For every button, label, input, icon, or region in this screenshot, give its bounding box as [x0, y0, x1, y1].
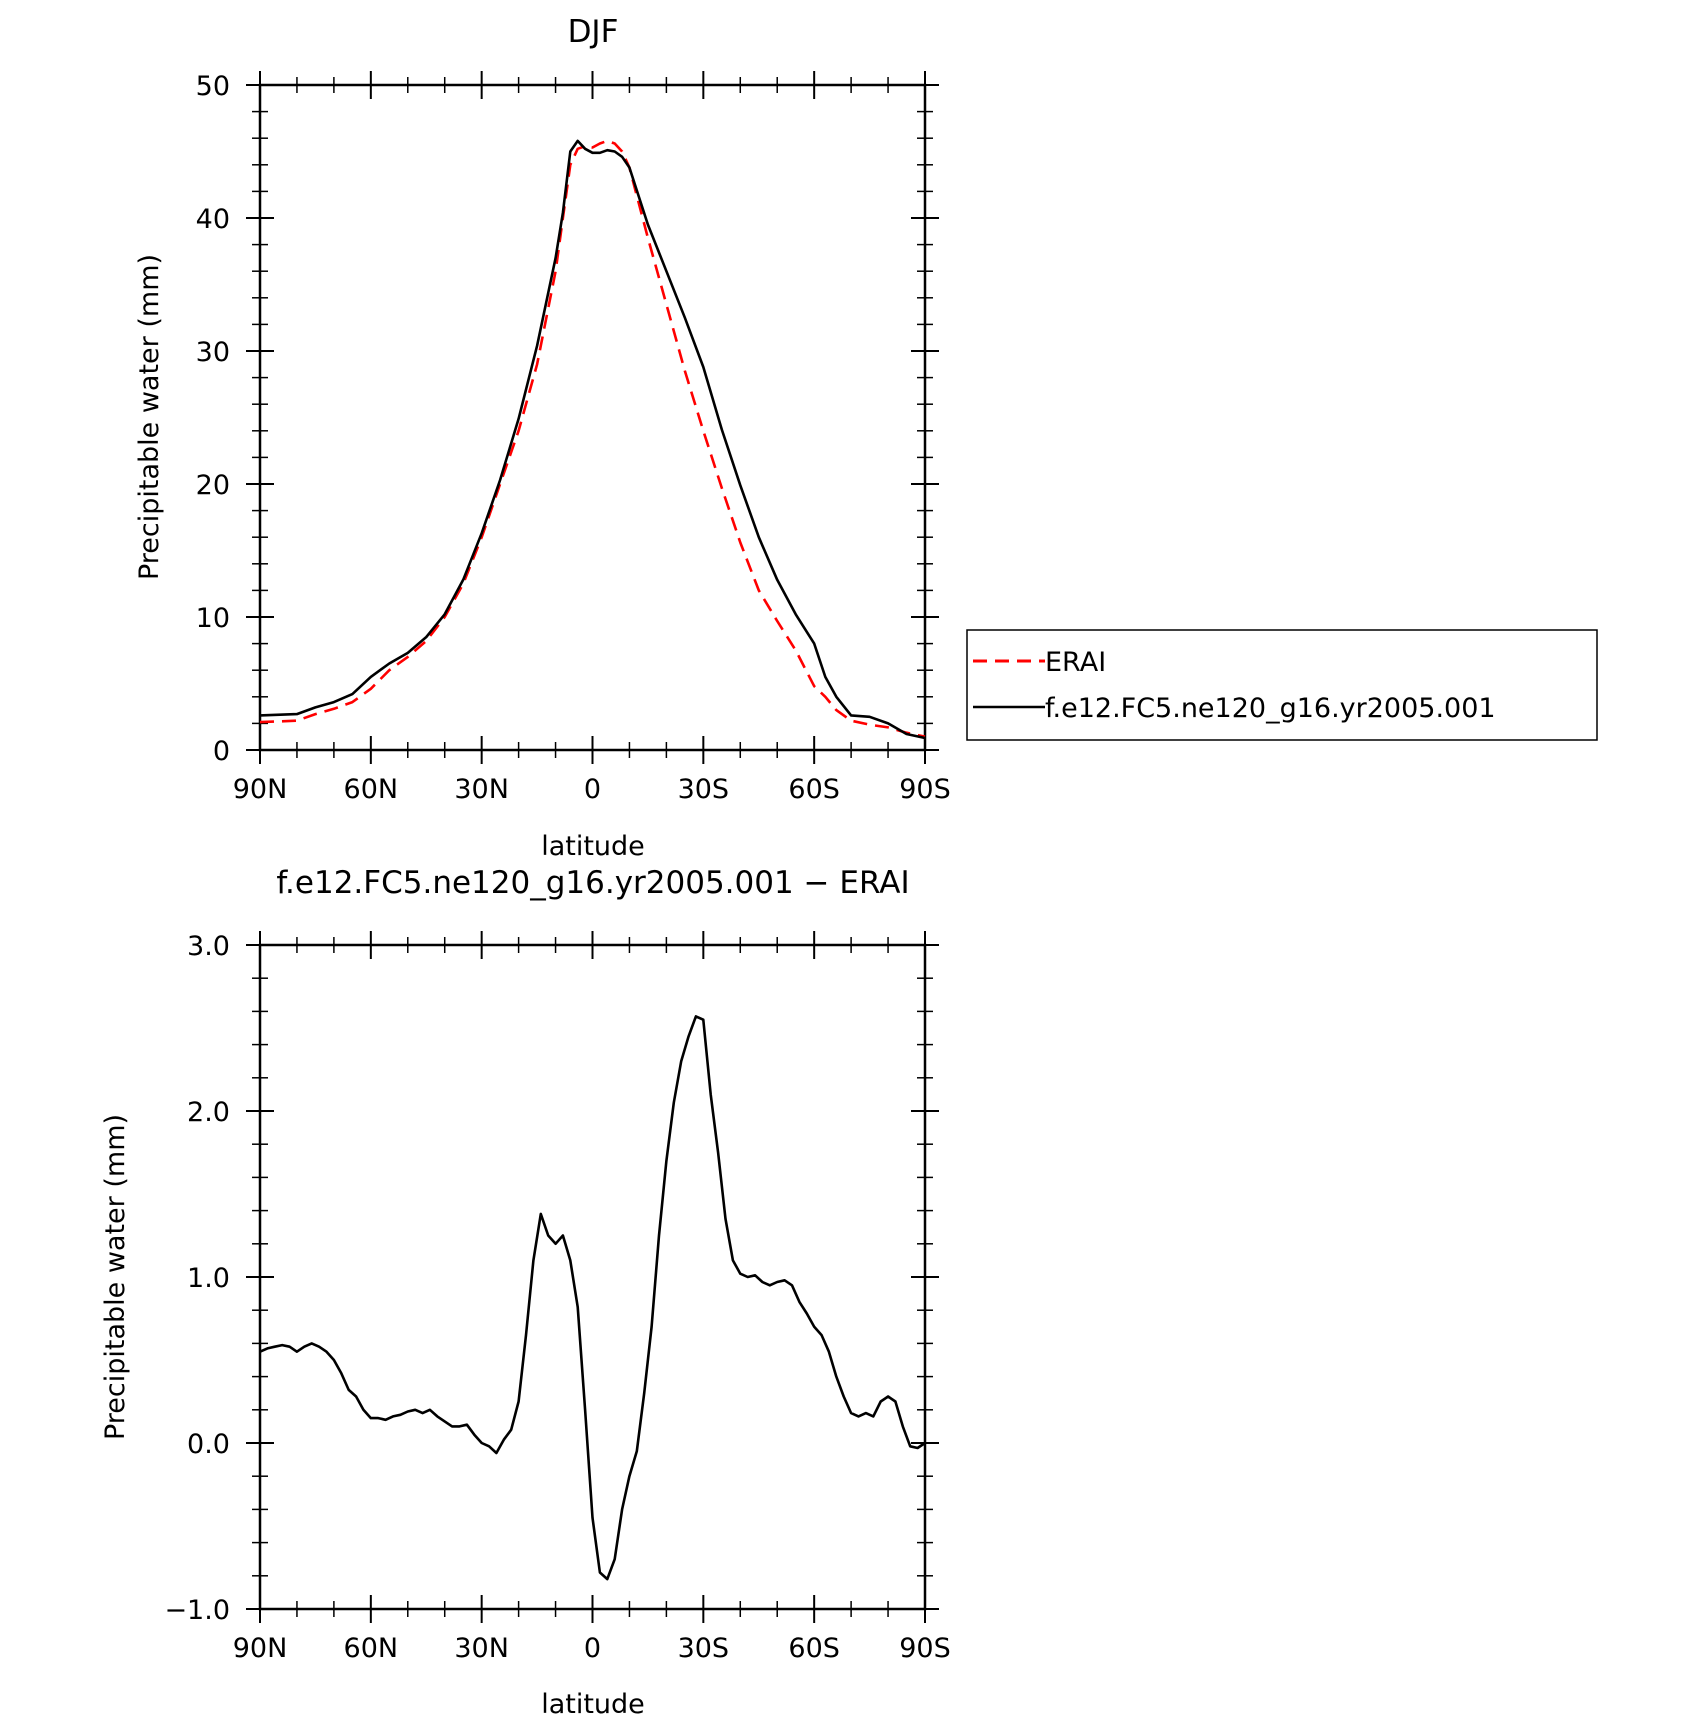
x-tick-label: 30N — [454, 774, 509, 805]
chart-title: DJF — [568, 14, 619, 50]
x-tick-label: 30S — [678, 774, 730, 805]
series-group — [259, 139, 926, 740]
x-tick-label: 0 — [584, 774, 601, 805]
y-tick-labels: −1.0 0.0 1.0 2.0 3.0 — [164, 931, 230, 1626]
plot-frame — [258, 83, 927, 752]
y-tick-label: 40 — [196, 204, 230, 235]
x-tick-label: 0 — [584, 1633, 601, 1664]
y-tick-label: 0 — [213, 736, 230, 767]
legend-box — [966, 629, 1598, 741]
x-tick-label: 90N — [233, 774, 288, 805]
y-tick-label: 50 — [196, 71, 230, 102]
legend-label-erai: ERAI — [1045, 647, 1106, 678]
x-tick-label: 90S — [899, 774, 951, 805]
y-tick-label: 30 — [196, 337, 230, 368]
y-tick-label: 10 — [196, 603, 230, 634]
series-line-f-e12-fc5-ne120-g16-yr2005-001 — [259, 139, 926, 740]
legend-label-model: f.e12.FC5.ne120_g16.yr2005.001 — [1045, 693, 1496, 724]
x-tick-label: 30S — [678, 1633, 730, 1664]
y-tick-label: 2.0 — [187, 1097, 230, 1128]
x-axis-title: latitude — [541, 831, 645, 862]
series-line-erai — [259, 139, 926, 738]
y-tick-label: 3.0 — [187, 931, 230, 962]
y-axis-title: Precipitable water (mm) — [134, 254, 165, 580]
axis-ticks — [246, 71, 939, 764]
x-tick-label: 60N — [344, 774, 399, 805]
x-tick-label: 60S — [788, 774, 840, 805]
x-tick-labels: 90N 60N 30N 0 30S 60S 90S — [233, 774, 951, 805]
y-axis-title: Precipitable water (mm) — [100, 1114, 131, 1440]
x-tick-label: 90N — [233, 1633, 288, 1664]
y-tick-labels: 0 10 20 30 40 50 — [196, 71, 230, 767]
y-tick-label: 1.0 — [187, 1263, 230, 1294]
series-group — [259, 1015, 926, 1581]
chart-panel-djf: DJF 0 10 20 30 40 50 90N 60N 30N 0 30S 6… — [134, 14, 1598, 862]
y-tick-label: −1.0 — [164, 1595, 230, 1626]
x-tick-label: 30N — [454, 1633, 509, 1664]
x-tick-labels: 90N 60N 30N 0 30S 60S 90S — [233, 1633, 951, 1664]
y-tick-label: 20 — [196, 470, 230, 501]
x-tick-label: 60S — [788, 1633, 840, 1664]
y-tick-label: 0.0 — [187, 1429, 230, 1460]
chart-panel-difference: f.e12.FC5.ne120_g16.yr2005.001 − ERAI −1… — [100, 865, 951, 1720]
x-tick-label: 90S — [899, 1633, 951, 1664]
series-line-difference — [259, 1015, 926, 1581]
axis-ticks — [246, 931, 939, 1623]
legend: ERAI f.e12.FC5.ne120_g16.yr2005.001 — [966, 629, 1598, 741]
x-axis-title: latitude — [541, 1689, 645, 1720]
x-tick-label: 60N — [344, 1633, 399, 1664]
chart-title: f.e12.FC5.ne120_g16.yr2005.001 − ERAI — [276, 865, 909, 901]
